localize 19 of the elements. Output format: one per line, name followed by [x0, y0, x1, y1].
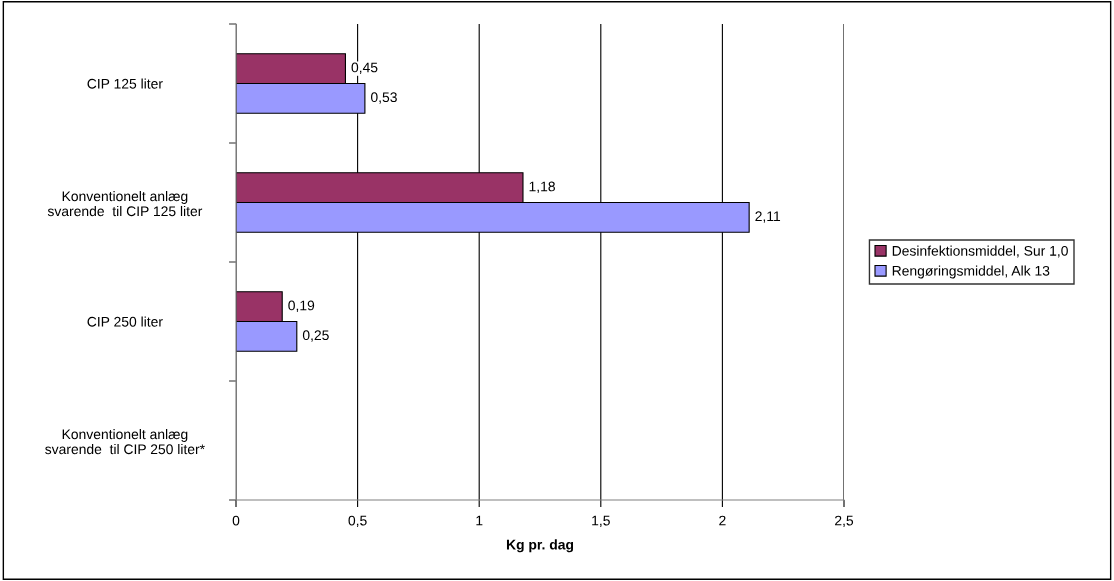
x-tick-label: 0: [232, 515, 240, 526]
data-label: 0,45: [351, 62, 378, 74]
x-axis-title: Kg pr. dag: [506, 539, 574, 553]
legend-label: Rengøringsmiddel, Alk 13: [892, 265, 1050, 279]
data-label: 1,18: [529, 181, 555, 193]
legend-label: Desinfektionsmiddel, Sur 1,0: [892, 245, 1068, 258]
data-label: 0,19: [288, 300, 315, 312]
data-label: 0,25: [302, 330, 329, 342]
x-tick-label: 1: [476, 515, 483, 526]
y-tick-label: Konventionelt anlæg svarende til CIP 125 liter: [47, 190, 203, 217]
y-tick-label: CIP 125 liter: [87, 78, 163, 89]
data-label: 0,53: [370, 92, 397, 104]
data-label: 2,11: [755, 211, 781, 223]
y-tick-label: Konventionelt anlæg svarende til CIP 250 liter*: [45, 428, 205, 455]
x-tick-label: 1,5: [592, 515, 610, 528]
x-tick-label: 2,5: [835, 515, 854, 528]
x-tick-label: 0,5: [348, 515, 367, 528]
y-tick-label: CIP 250 liter: [87, 316, 163, 327]
x-tick-label: 2: [719, 515, 726, 526]
